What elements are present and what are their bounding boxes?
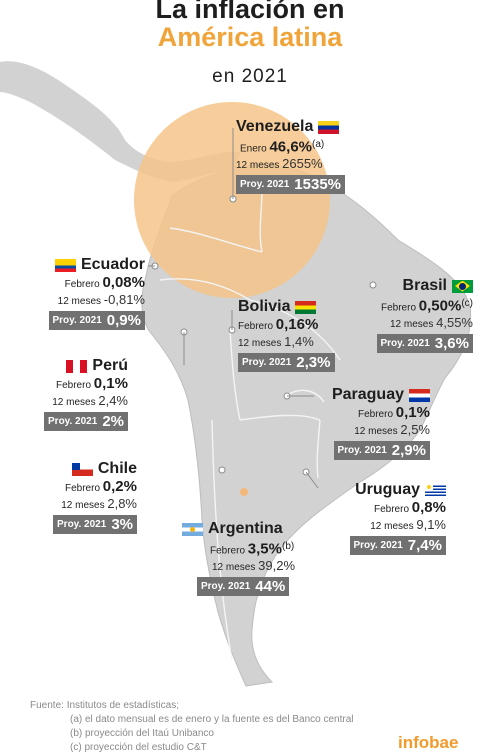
paraguay-flag-icon (409, 388, 430, 402)
proy-box: Proy. 2021 0,9% (48, 311, 145, 330)
annual-row: 12 meses 2655% (236, 156, 323, 172)
annual-row: 12 meses -0,81% (57, 292, 145, 307)
proy-box: Proy. 2021 3,6% (376, 334, 473, 354)
country-name: Argentina (208, 520, 283, 537)
country-name: Bolivia (238, 298, 291, 315)
argentina-dot (240, 488, 248, 496)
peru-flag-icon (66, 359, 88, 373)
monthly-row: Febrero 0,50%(c) (380, 297, 473, 315)
proy-box: Proy. 2021 1535% (236, 175, 346, 195)
country-borders (159, 189, 341, 661)
country-name: Uruguay (355, 481, 420, 498)
card-venezuela: Venezuela Enero 46,6%(a) 12 meses 2655% … (236, 117, 346, 195)
proy-box: Proy. 2021 7,4% (349, 536, 446, 555)
footer-sources: Fuente: Institutos de estadísticas; (a) … (30, 699, 354, 755)
uruguay-flag-icon (425, 483, 446, 497)
footer-note-b: (b) proyección del Itaú Unibanco (70, 728, 214, 739)
title-line1: La inflación en (155, 0, 345, 24)
card-brasil: Brasil Febrero 0,50%(c) 12 meses 4,55% P… (376, 276, 473, 354)
annual-row: 12 meses 2,8% (61, 496, 137, 511)
ecuador-flag-icon (54, 258, 76, 272)
card-bolivia: Bolivia Febrero 0,16% 12 meses 1,4% Proy… (238, 297, 335, 372)
venezuela-flag-icon (318, 120, 340, 134)
monthly-row: Febrero 0,08% (64, 274, 145, 291)
proy-box: Proy. 2021 2,9% (333, 441, 430, 460)
footer-source: Fuente: Institutos de estadísticas; (30, 700, 179, 711)
brasil-dot (369, 281, 377, 289)
proy-box: Proy. 2021 3% (53, 515, 137, 534)
monthly-row: Febrero 0,16% (238, 316, 319, 333)
chile-flag-icon (71, 462, 93, 476)
annual-row: 12 meses 9,1% (370, 517, 446, 532)
card-argentina: Argentina Febrero 3,5%(b) 12 meses 39,2%… (182, 519, 296, 597)
proy-box: Proy. 2021 2,3% (238, 353, 335, 372)
card-chile: Chile Febrero 0,2% 12 meses 2,8% Proy. 2… (53, 459, 137, 534)
footer-note-c: (c) proyección del estudio C&T (70, 742, 207, 753)
monthly-row: Febrero 3,5%(b) (210, 540, 295, 558)
annual-row: 12 meses 4,55% (389, 315, 473, 331)
annual-row: 12 meses 39,2% (212, 558, 296, 574)
card-paraguay: Paraguay Febrero 0,1% 12 meses 2,5% Proy… (332, 385, 430, 460)
monthly-row: Enero 46,6%(a) (240, 138, 325, 156)
title-line2: América latina (157, 22, 343, 52)
infobae-logo: infobae (398, 733, 459, 752)
card-ecuador: Ecuador Febrero 0,08% 12 meses -0,81% Pr… (48, 255, 145, 330)
monthly-row: Febrero 0,8% (374, 499, 446, 516)
leader-lines (148, 128, 319, 489)
argentina-flag-icon (182, 522, 203, 536)
monthly-row: Febrero 0,2% (65, 478, 137, 495)
chile-dot (218, 466, 226, 474)
annual-row: 12 meses 2,5% (354, 422, 430, 437)
country-name: Perú (92, 357, 128, 374)
monthly-row: Febrero 0,1% (358, 404, 430, 421)
footer-note-a: (a) el dato mensual es de enero y la fue… (70, 714, 354, 725)
central-america-land (0, 61, 240, 182)
bolivia-flag-icon (295, 300, 317, 314)
card-peru: Perú Febrero 0,1% 12 meses 2,4% Proy. 20… (44, 356, 128, 431)
country-name: Paraguay (331, 386, 404, 403)
brasil-flag-icon (452, 279, 473, 293)
country-name: Venezuela (236, 118, 314, 135)
annual-row: 12 meses 2,4% (52, 393, 128, 408)
annual-row: 12 meses 1,4% (238, 334, 314, 349)
title-line3: en 2021 (212, 66, 288, 87)
card-uruguay: Uruguay Febrero 0,8% 12 meses 9,1% Proy.… (349, 480, 446, 555)
country-name: Chile (97, 460, 137, 477)
proy-box: Proy. 2021 2% (44, 412, 128, 431)
country-name: Ecuador (80, 256, 145, 273)
monthly-row: Febrero 0,1% (56, 375, 128, 392)
proy-box: Proy. 2021 44% (197, 577, 290, 597)
country-name: Brasil (402, 277, 447, 294)
